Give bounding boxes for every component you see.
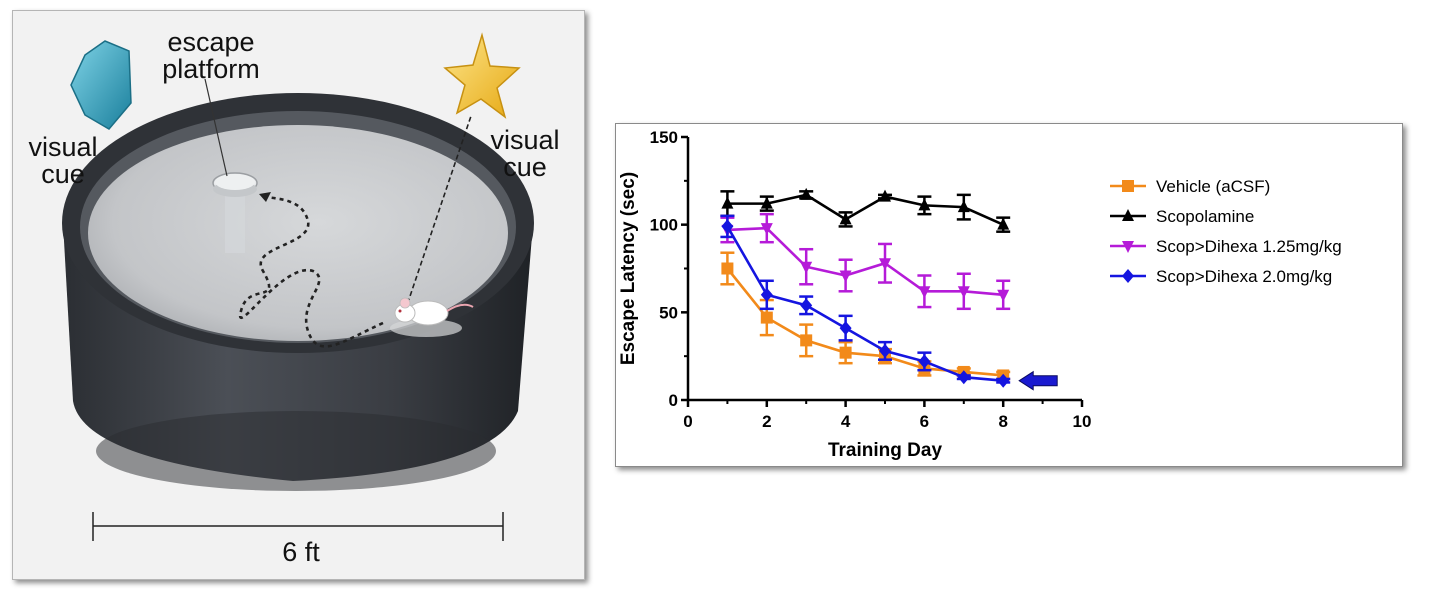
series-0 bbox=[720, 251, 1011, 382]
data-point bbox=[839, 346, 852, 359]
legend-label: Scop>Dihexa 1.25mg/kg bbox=[1156, 237, 1342, 256]
chart-panel: 0 2 4 6 8 10 0 50 100 150 Vehicle (aCSF) Scopolami… bbox=[615, 123, 1403, 467]
data-point bbox=[918, 354, 931, 369]
mouse-icon bbox=[390, 297, 474, 337]
platform-leader-line bbox=[204, 78, 228, 177]
y-tick-label: 0 bbox=[669, 391, 678, 410]
series-line bbox=[726, 225, 1004, 383]
data-point bbox=[760, 196, 773, 209]
data-point bbox=[997, 373, 1010, 388]
legend-marker bbox=[1122, 241, 1134, 253]
y-tick-label: 100 bbox=[650, 216, 678, 235]
data-point bbox=[879, 343, 891, 358]
data-point bbox=[760, 287, 773, 302]
x-tick-label: 0 bbox=[683, 412, 692, 431]
y-axis-label: Escape Latency (sec) bbox=[618, 172, 639, 365]
data-point bbox=[721, 196, 734, 209]
legend: Vehicle (aCSF) Scopolamine Scop>Dihexa 1.2… bbox=[1110, 177, 1342, 286]
x-tick-label: 2 bbox=[762, 412, 771, 431]
data-point bbox=[760, 311, 773, 324]
legend-marker bbox=[1122, 180, 1134, 192]
right-cue-label: visual bbox=[490, 125, 559, 155]
data-point bbox=[800, 298, 813, 313]
series-3 bbox=[720, 214, 1011, 388]
left-cue-label: visual bbox=[28, 132, 97, 162]
legend-label: Vehicle (aCSF) bbox=[1156, 177, 1270, 196]
platform-top bbox=[215, 174, 255, 190]
cue-sightline bbox=[404, 115, 472, 312]
series-2 bbox=[720, 212, 1011, 311]
x-tick-label: 10 bbox=[1073, 412, 1092, 431]
scale-label: 6 ft bbox=[282, 537, 320, 567]
legend-marker bbox=[1122, 269, 1134, 283]
legend-marker bbox=[1122, 209, 1134, 221]
pool-water bbox=[88, 125, 508, 341]
series-line bbox=[727, 193, 1004, 226]
data-point bbox=[918, 286, 931, 299]
data-point bbox=[957, 370, 970, 385]
data-point bbox=[879, 258, 891, 271]
hexagon-cue-icon bbox=[70, 40, 132, 130]
x-tick-label: 6 bbox=[920, 412, 929, 431]
legend-label: Scopolamine bbox=[1156, 207, 1254, 226]
platform-pillar bbox=[225, 193, 245, 253]
x-tick-label: 4 bbox=[841, 412, 851, 431]
data-point bbox=[800, 261, 813, 274]
data-point bbox=[957, 286, 970, 299]
data-point bbox=[800, 334, 813, 347]
data-point bbox=[997, 289, 1010, 302]
swim-path bbox=[238, 195, 384, 348]
swim-path-arrowhead bbox=[259, 192, 271, 202]
platform-label: escape bbox=[167, 27, 254, 57]
data-point bbox=[997, 217, 1010, 230]
data-point bbox=[957, 200, 970, 213]
data-point bbox=[721, 262, 734, 275]
data-point bbox=[721, 219, 734, 234]
data-point bbox=[839, 321, 852, 336]
legend-label: Scop>Dihexa 2.0mg/kg bbox=[1156, 267, 1332, 286]
blue-arrow-annotation bbox=[1018, 370, 1058, 391]
data-point bbox=[760, 223, 773, 236]
y-tick-label: 150 bbox=[650, 128, 678, 147]
data-point bbox=[800, 187, 813, 200]
series-line bbox=[727, 226, 1004, 297]
water-maze-illustration: escape platform visual cue visual cue 6 … bbox=[12, 10, 585, 580]
series-line bbox=[726, 267, 1004, 377]
water-maze-drawing: escape platform visual cue visual cue 6 … bbox=[28, 27, 559, 567]
right-cue-label-2: cue bbox=[503, 152, 547, 182]
pool-bottom-shadow bbox=[96, 411, 496, 491]
x-axis-label: Training Day bbox=[828, 440, 942, 461]
series-1 bbox=[720, 187, 1011, 233]
star-cue-icon bbox=[443, 32, 521, 119]
y-tick-label: 50 bbox=[659, 303, 678, 322]
series-layer bbox=[720, 187, 1011, 388]
left-cue-label-2: cue bbox=[41, 159, 85, 189]
data-point bbox=[918, 198, 931, 211]
x-tick-label: 8 bbox=[998, 412, 1007, 431]
data-point bbox=[879, 189, 891, 202]
data-point bbox=[839, 270, 852, 283]
data-point bbox=[839, 212, 852, 225]
platform-label-2: platform bbox=[162, 54, 260, 84]
